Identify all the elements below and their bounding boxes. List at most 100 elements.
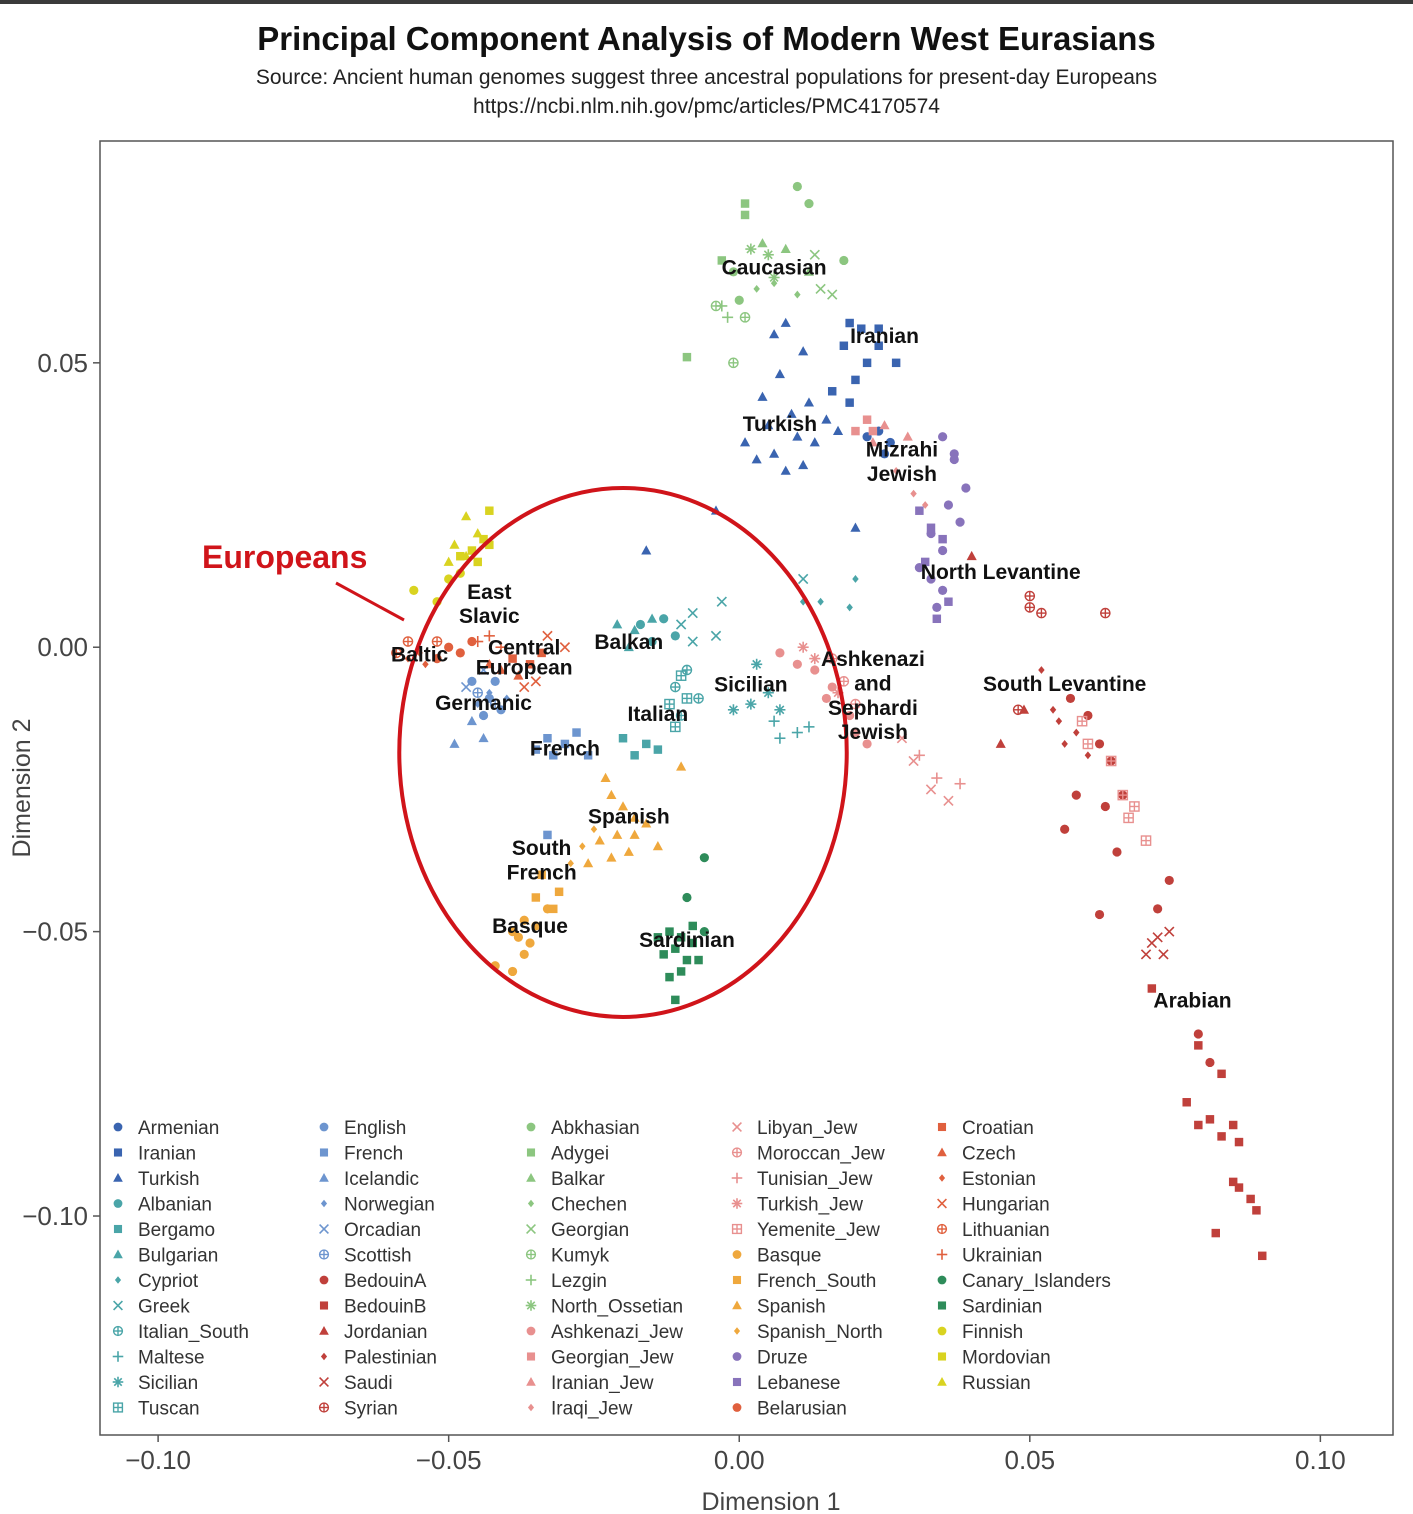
- point-turkish: [757, 391, 768, 401]
- legend-item-tunisian-jew: Tunisian_Jew: [731, 1169, 873, 1190]
- legend-item-yemenite-jew: Yemenite_Jew: [731, 1220, 880, 1241]
- legend-item-adygei: Adygei: [526, 1144, 609, 1165]
- point-french-south: [554, 887, 564, 897]
- point-iranian: [874, 324, 883, 333]
- legend-item-icelandic: Icelandic: [319, 1169, 419, 1190]
- legend-label-greek: Greek: [138, 1297, 190, 1318]
- cluster-label-sicilian: Sicilian: [714, 674, 788, 697]
- y-tick-label: 0.00: [37, 632, 88, 662]
- point-french: [549, 751, 558, 760]
- point-basque: [525, 938, 535, 948]
- legend-item-libyan-jew: Libyan_Jew: [732, 1118, 858, 1139]
- point-albanian: [670, 631, 680, 641]
- point-albanian: [635, 619, 646, 630]
- series-bergamo: [618, 733, 663, 760]
- point-sicilian: [774, 704, 786, 716]
- point-north-ossetian: [768, 271, 780, 284]
- point-sardinian: [676, 933, 686, 942]
- point-georgian: [815, 283, 826, 295]
- point-tunisian-jew: [954, 778, 966, 790]
- series-canary-islanders: [682, 853, 709, 937]
- point-spanish: [629, 829, 640, 839]
- legend-label-bergamo: Bergamo: [138, 1220, 215, 1241]
- point-bedouina: [1205, 1057, 1215, 1068]
- point-palestinian: [1038, 666, 1045, 674]
- point-spanish: [652, 841, 663, 851]
- legend-label-czech: Czech: [962, 1144, 1016, 1165]
- legend-marker-moroccan-jew: [731, 1147, 743, 1158]
- legend-marker-libyan-jew: [732, 1122, 742, 1132]
- legend-label-saudi: Saudi: [344, 1373, 393, 1394]
- point-russian: [449, 539, 460, 549]
- legend-marker-hungarian: [937, 1198, 947, 1209]
- series-scottish: [472, 687, 501, 710]
- legend-marker-bergamo: [113, 1224, 123, 1234]
- legend-marker-canary-islanders: [937, 1275, 947, 1285]
- legend-label-hungarian: Hungarian: [962, 1195, 1050, 1216]
- point-syrian: [1100, 607, 1111, 619]
- legend-item-belarusian: Belarusian: [732, 1399, 847, 1420]
- legend-item-sicilian: Sicilian: [112, 1373, 198, 1394]
- series-adygei: [682, 199, 750, 362]
- series-greek: [675, 573, 809, 647]
- point-sardinian: [653, 933, 663, 942]
- x-axis: −0.10 −0.05 0.00 0.05 0.10: [125, 1435, 1346, 1475]
- legend-item-bulgarian: Bulgarian: [113, 1246, 218, 1267]
- point-russian: [443, 556, 454, 566]
- point-bedouinb: [1258, 1251, 1267, 1261]
- point-turkish-jew: [797, 641, 809, 653]
- cluster-label-jewish: Jewish: [867, 463, 937, 486]
- cluster-label-central: Central: [488, 637, 560, 660]
- series-spanish: [583, 761, 687, 868]
- series-mordovian: [456, 506, 494, 567]
- point-bedouinb: [1234, 1137, 1244, 1147]
- point-abkhasian: [839, 255, 849, 266]
- point-bedouinb: [1246, 1194, 1255, 1204]
- point-spanish: [641, 818, 652, 828]
- point-syrian: [1036, 607, 1047, 619]
- cluster-label-ashkenazi: Ashkenazi: [821, 648, 925, 671]
- point-mordovian: [467, 546, 477, 555]
- legend-item-french-south: French_South: [732, 1271, 876, 1292]
- point-bulgarian: [623, 641, 634, 652]
- cluster-label-north-levantine: North Levantine: [921, 561, 1081, 584]
- legend-label-druze: Druze: [757, 1348, 808, 1369]
- point-canary-islanders: [699, 927, 709, 937]
- point-scottish: [489, 698, 501, 710]
- point-maltese: [803, 721, 815, 733]
- legend-marker-lezgin: [525, 1274, 537, 1286]
- legend-label-sardinian: Sardinian: [962, 1297, 1042, 1318]
- point-russian: [461, 511, 472, 521]
- point-hungarian: [559, 642, 571, 653]
- point-armenian: [879, 449, 890, 459]
- legend-label-albanian: Albanian: [138, 1195, 212, 1216]
- legend-marker-tunisian-jew: [731, 1172, 743, 1184]
- series-libyan-jew: [896, 733, 954, 806]
- point-bedouina: [1094, 739, 1105, 749]
- legend-label-syrian: Syrian: [344, 1399, 398, 1420]
- point-estonian: [404, 654, 412, 663]
- point-cypriot: [817, 597, 824, 606]
- series-georgian: [809, 249, 838, 300]
- legend-marker-balkar: [526, 1172, 536, 1182]
- point-lezgin: [722, 311, 734, 323]
- legend-item-scottish: Scottish: [318, 1246, 412, 1267]
- point-ashkenazi-jew: [845, 710, 855, 721]
- legend-label-georgian-jew: Georgian_Jew: [551, 1348, 674, 1369]
- point-norwegian: [474, 700, 481, 709]
- series-french-south: [531, 870, 564, 914]
- legend-marker-georgian-jew: [526, 1352, 536, 1361]
- point-bedouinb: [1234, 1183, 1244, 1192]
- point-mordovian: [479, 534, 488, 544]
- legend-item-moroccan-jew: Moroccan_Jew: [731, 1144, 885, 1165]
- legend-marker-scottish: [318, 1249, 330, 1260]
- legend-marker-icelandic: [319, 1172, 329, 1182]
- x-tick-label: 0.10: [1295, 1445, 1346, 1475]
- point-bedouinb: [1194, 1041, 1203, 1050]
- legend-item-italian-south: Italian_South: [112, 1322, 249, 1343]
- x-axis-label: Dimension 1: [702, 1488, 841, 1514]
- point-libyan-jew: [908, 755, 919, 767]
- point-lebanese: [915, 506, 924, 515]
- legend-label-sicilian: Sicilian: [138, 1373, 198, 1394]
- series-russian: [443, 511, 483, 566]
